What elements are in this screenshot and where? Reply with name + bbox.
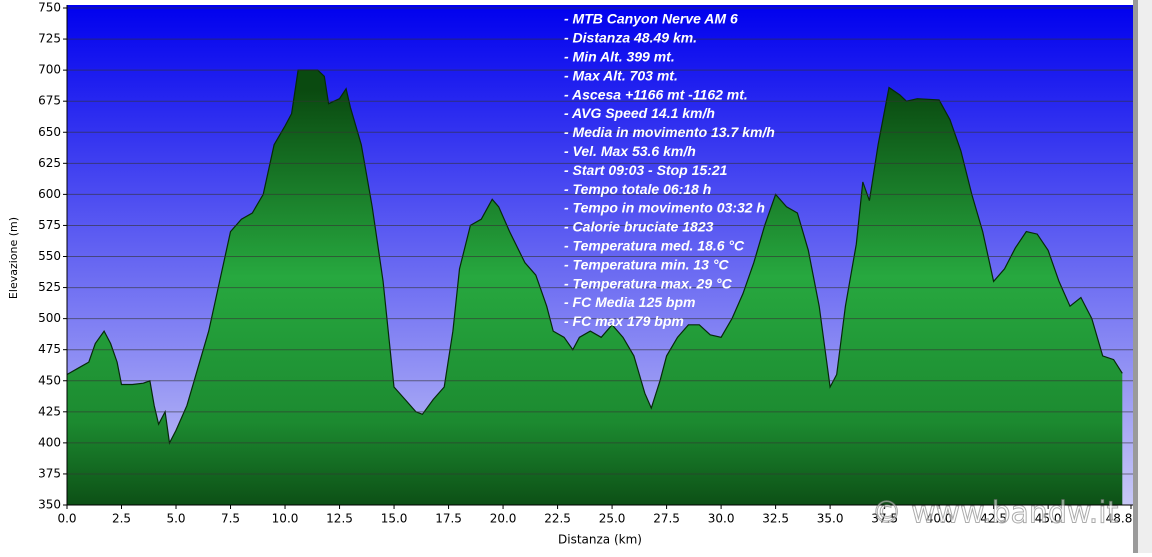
y-tick-label: 450	[38, 373, 61, 387]
annotation: - Temperatura max. 29 °C	[564, 275, 733, 291]
y-tick-label: 675	[38, 94, 61, 108]
x-tick-label: 42.5	[980, 512, 1007, 526]
annotation: - Min Alt. 399 mt.	[564, 49, 675, 65]
x-tick-label: 35.0	[817, 512, 844, 526]
annotation: - Ascesa +1166 mt -1162 mt.	[564, 86, 748, 102]
elevation-line	[66, 69, 1123, 445]
annotation: - FC Media 125 bpm	[564, 294, 695, 310]
annotation: - AVG Speed 14.1 km/h	[564, 105, 715, 121]
annotation: - Vel. Max 53.6 km/h	[564, 143, 696, 159]
annotation: - Tempo totale 06:18 h	[564, 181, 711, 197]
x-tick-label: 20.0	[490, 512, 517, 526]
y-tick-label: 425	[38, 404, 61, 418]
x-tick-label: 5.0	[166, 512, 185, 526]
y-tick-label: 475	[38, 342, 61, 356]
annotation: - Media in movimento 13.7 km/h	[564, 124, 775, 140]
y-tick-label: 600	[38, 187, 61, 201]
y-tick-label: 500	[38, 311, 61, 325]
scrollbar[interactable]	[1138, 0, 1152, 553]
y-tick-label: 550	[38, 249, 61, 263]
annotation: - FC max 179 bpm	[564, 313, 684, 329]
annotation: - Start 09:03 - Stop 15:21	[564, 162, 728, 178]
y-tick-label: 350	[38, 498, 61, 512]
x-tick-label: 7.5	[221, 512, 240, 526]
annotation: - Tempo in movimento 03:32 h	[564, 200, 765, 216]
x-tick-label: 27.5	[653, 512, 680, 526]
elevation-area	[67, 70, 1123, 505]
x-tick-label: 0.0	[57, 512, 76, 526]
annotation: - Temperatura min. 13 °C	[564, 256, 729, 272]
x-tick-label: 15.0	[381, 512, 408, 526]
y-tick-label: 625	[38, 156, 61, 170]
x-tick-label: 22.5	[544, 512, 571, 526]
x-tick-label: 32.5	[762, 512, 789, 526]
annotation: - Calorie bruciate 1823	[564, 219, 714, 235]
x-tick-label: 25.0	[599, 512, 626, 526]
annotation: - MTB Canyon Nerve AM 6	[564, 11, 738, 27]
watermark: © www.bandw.it	[872, 496, 1119, 531]
annotation: - Distanza 48.49 km.	[564, 30, 697, 46]
x-tick-label: 12.5	[326, 512, 353, 526]
x-tick-label: 17.5	[435, 512, 462, 526]
y-axis-title: Elevazione (m)	[7, 217, 20, 299]
x-axis-title: Distanza (km)	[558, 533, 642, 547]
y-tick-label: 750	[38, 1, 61, 15]
x-tick-label: 2.5	[112, 512, 131, 526]
y-tick-label: 525	[38, 280, 61, 294]
x-tick-label: 45.0	[1035, 512, 1062, 526]
y-tick-label: 700	[38, 63, 61, 77]
y-tick-label: 375	[38, 466, 61, 480]
x-tick-label: 10.0	[272, 512, 299, 526]
frame-edge	[1133, 0, 1138, 553]
x-tick-label: 40.0	[926, 512, 953, 526]
annotation: - Temperatura med. 18.6 °C	[564, 238, 745, 254]
x-tick-label: 30.0	[708, 512, 735, 526]
y-tick-label: 725	[38, 32, 61, 46]
x-tick-label: 37.5	[871, 512, 898, 526]
y-tick-label: 400	[38, 435, 61, 449]
x-tick-label: 48.8	[1106, 512, 1133, 526]
y-tick-label: 575	[38, 218, 61, 232]
y-tick-label: 650	[38, 125, 61, 139]
annotation: - Max Alt. 703 mt.	[564, 67, 678, 83]
